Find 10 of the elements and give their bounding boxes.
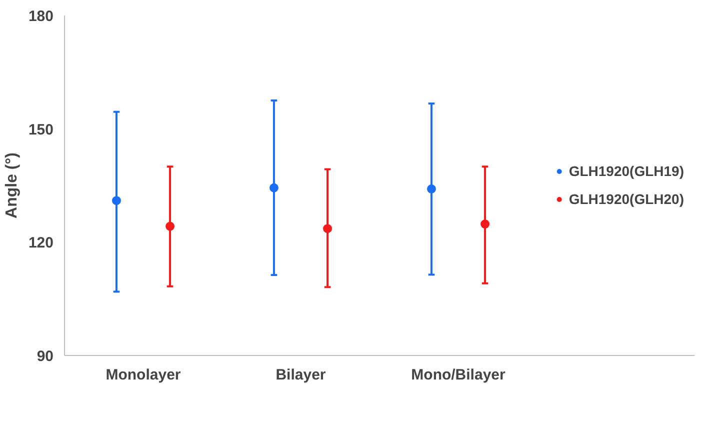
- x-tick-label: Mono/Bilayer: [411, 366, 506, 384]
- y-tick-label: 90: [36, 348, 54, 365]
- x-tick-label: Monolayer: [106, 366, 181, 384]
- y-axis-title: Angle (°): [3, 152, 20, 218]
- x-tick-label: Bilayer: [276, 366, 326, 384]
- y-tick-label: 120: [28, 234, 54, 252]
- legend-label: GLH1920(GLH20): [568, 191, 684, 207]
- legend-label: GLH1920(GLH19): [568, 163, 684, 179]
- y-tick-label: 180: [28, 8, 54, 25]
- y-tick-label: 150: [28, 121, 54, 138]
